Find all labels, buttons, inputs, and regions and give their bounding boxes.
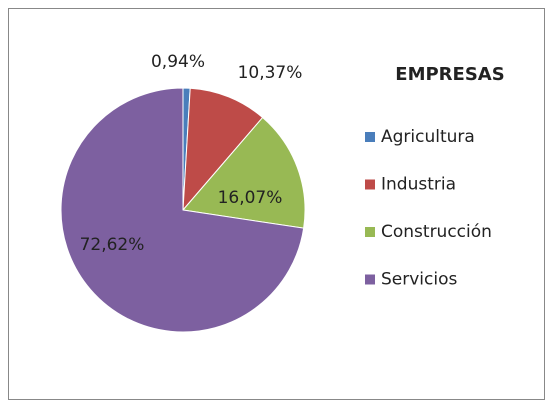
data-label: 10,37% [238, 63, 303, 83]
chart-title: EMPRESAS [395, 64, 504, 85]
data-label: 72,62% [80, 235, 145, 255]
legend-label: Agricultura [381, 127, 475, 147]
pie-slice [60, 87, 305, 333]
legend-swatch [365, 274, 375, 285]
legend-label: Construcción [381, 222, 492, 242]
legend-swatch [365, 132, 375, 142]
legend-label: Servicios [381, 270, 457, 290]
pie-slice [182, 116, 306, 229]
data-label: 16,07% [218, 188, 283, 208]
pie-slice [182, 87, 264, 212]
data-label: 0,94% [151, 52, 205, 72]
legend-label: Industria [381, 175, 456, 195]
legend-swatch [365, 227, 375, 237]
legend-swatch [365, 179, 375, 190]
